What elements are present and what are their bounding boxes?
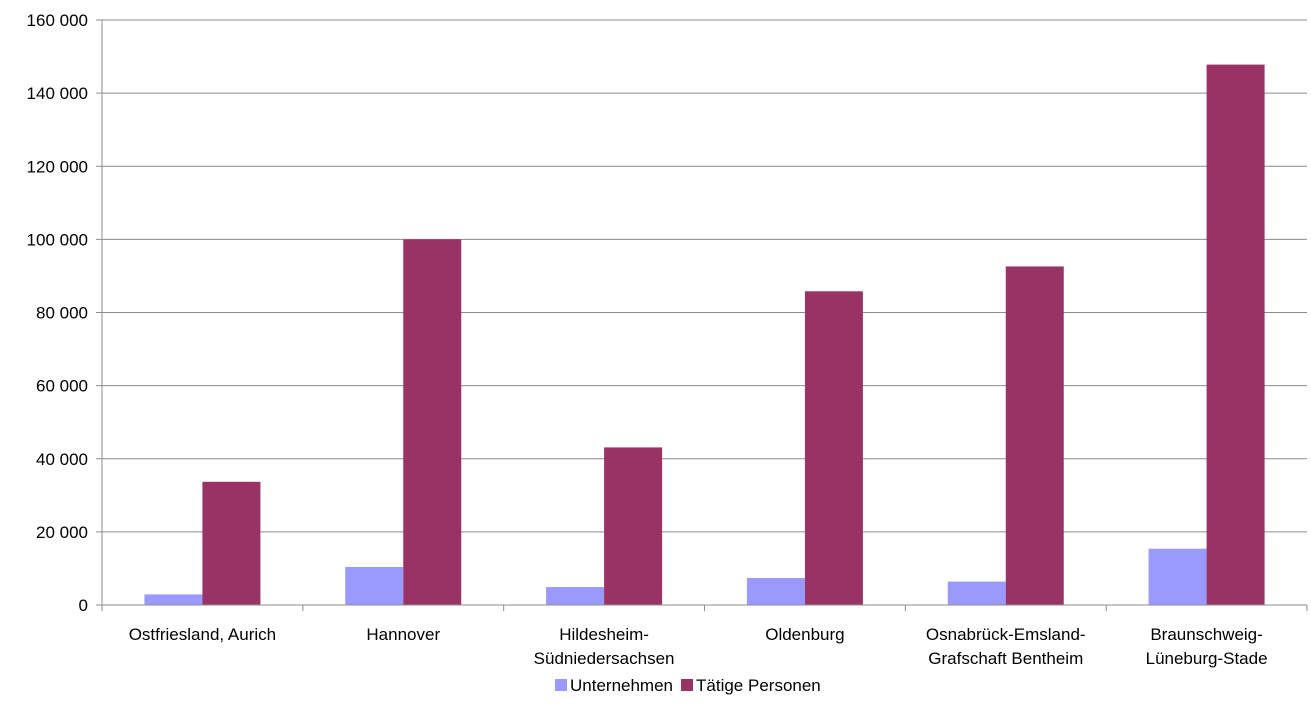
labels: 0 20 000 40 000 60 000 80 000 100 000 120 000 1… xyxy=(27,11,1268,668)
bar-t-tige-personen xyxy=(202,481,261,605)
bars xyxy=(144,64,1265,605)
legend-swatch xyxy=(681,679,694,691)
x-tick-label: Ostfriesland, Aurich xyxy=(129,625,276,644)
gridlines xyxy=(102,19,1307,533)
axes xyxy=(96,19,1308,611)
bar-unternehmen xyxy=(546,587,605,605)
y-tick-label: 60 000 xyxy=(36,377,88,396)
y-tick-label: 20 000 xyxy=(36,523,88,542)
y-tick-label: 40 000 xyxy=(36,450,88,469)
y-tick-label: 140 000 xyxy=(27,84,88,103)
x-tick-label: Hildesheim-Südniedersachsen xyxy=(534,625,675,668)
bar-t-tige-personen xyxy=(1005,266,1064,605)
y-tick-label: 160 000 xyxy=(27,11,88,30)
bar-unternehmen xyxy=(144,594,203,605)
y-tick-label: 120 000 xyxy=(27,157,88,176)
legend: Unternehmen Tätige Personen xyxy=(555,676,821,695)
y-tick-label: 80 000 xyxy=(36,304,88,323)
legend-label: Tätige Personen xyxy=(696,676,821,695)
y-tick-label: 0 xyxy=(79,596,88,615)
x-tick-label: Osnabrück-Emsland-Grafschaft Bentheim xyxy=(926,625,1086,668)
bar-t-tige-personen xyxy=(403,239,462,605)
x-tick-label: Braunschweig-Lüneburg-Stade xyxy=(1146,625,1268,668)
bar-unternehmen xyxy=(947,581,1006,605)
legend-label: Unternehmen xyxy=(570,676,673,695)
y-tick-label: 100 000 xyxy=(27,230,88,249)
bar-unternehmen xyxy=(746,577,805,605)
legend-swatch xyxy=(555,679,567,691)
bar-t-tige-personen xyxy=(804,291,863,605)
bar-t-tige-personen xyxy=(1206,64,1265,605)
x-tick-label: Hannover xyxy=(366,625,440,644)
bar-unternehmen xyxy=(1148,548,1207,605)
x-tick-label: Oldenburg xyxy=(765,625,844,644)
bar-t-tige-personen xyxy=(604,447,663,605)
bar-unternehmen xyxy=(345,566,404,605)
